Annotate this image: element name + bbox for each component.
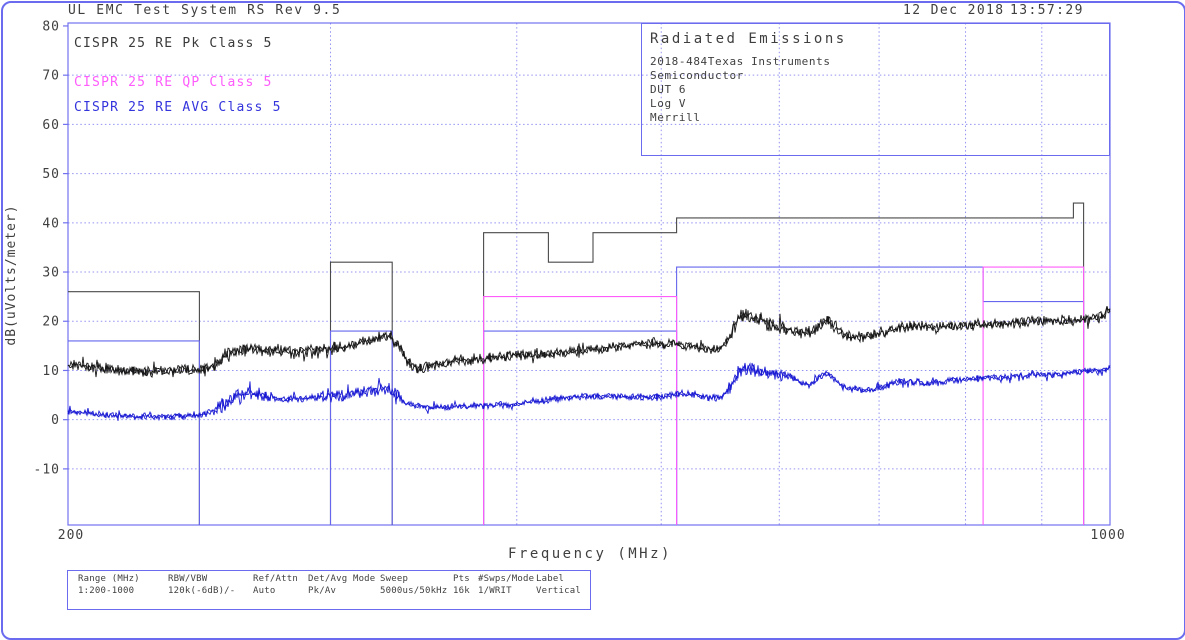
header-date: 12 Dec 2018	[903, 3, 1005, 18]
legend-entry-avg: CISPR 25 RE AVG Class 5	[74, 100, 282, 115]
y-tick-label: 70	[42, 69, 60, 84]
settings-value: Pk/Av	[308, 586, 337, 596]
settings-value: 120k(-6dB)/-	[168, 586, 236, 596]
grid-layer	[68, 23, 1110, 525]
y-tick-label: 30	[42, 266, 60, 281]
limit-qp-segment-1	[982, 266, 1085, 525]
y-tick-label: 50	[42, 167, 60, 182]
limit-pk-segment-2	[483, 202, 1085, 525]
trace-pk-measured	[67, 305, 1111, 377]
limit-lines-layer	[68, 202, 1085, 525]
legend-entry-qp: CISPR 25 RE QP Class 5	[74, 75, 273, 90]
settings-value: 1/WRIT	[478, 586, 512, 596]
y-tick-label: 10	[42, 364, 60, 379]
window-title: UL EMC Test System RS Rev 9.5	[68, 3, 342, 18]
limit-avg-segment-3	[676, 266, 1085, 525]
settings-value: Vertical	[536, 586, 581, 596]
settings-value: 5000us/50kHz	[380, 586, 448, 596]
plot-frame	[67, 22, 1111, 526]
settings-header: RBW/VBW	[168, 574, 208, 584]
settings-col-sweep: Sweep 5000us/50kHz	[380, 574, 447, 596]
settings-header: Det/Avg Mode	[308, 574, 376, 584]
test-info-box: Radiated Emissions 2018-484Texas Instrum…	[641, 23, 1110, 156]
settings-header: Pts	[453, 574, 470, 584]
info-line-3: Log V	[650, 97, 687, 110]
settings-col-rbw-vbw: RBW/VBW 120k(-6dB)/-	[168, 574, 235, 596]
settings-col-label: Label Vertical	[536, 574, 581, 596]
x-tick-label: 200	[58, 528, 84, 543]
settings-header: Sweep	[380, 574, 409, 584]
measured-traces-layer	[67, 305, 1111, 422]
settings-value: Auto	[253, 586, 276, 596]
settings-col-pts: Pts 16k	[453, 574, 470, 596]
y-tick-label: 80	[42, 19, 60, 34]
info-line-0: 2018-484Texas Instruments	[650, 55, 831, 68]
trace-pk-measured	[67, 306, 1111, 379]
limit-avg-segment-0	[68, 340, 200, 525]
legend-entry-pk: CISPR 25 RE Pk Class 5	[74, 36, 273, 51]
settings-header: Ref/Attn	[253, 574, 298, 584]
settings-value: 1:200-1000	[78, 586, 135, 596]
settings-col-range-mhz-: Range (MHz) 1:200-1000	[78, 574, 140, 596]
info-line-1: Semiconductor	[650, 69, 744, 82]
y-tick-label: 20	[42, 315, 60, 330]
settings-col--swps-mode: #Swps/Mode 1/WRIT	[478, 574, 534, 596]
limit-avg-segment-2	[483, 330, 678, 525]
limit-qp-segment-0	[483, 296, 678, 525]
y-tick-label: 40	[42, 216, 60, 231]
x-tick-label: 1000	[1090, 528, 1125, 543]
y-tick-label: 60	[42, 118, 60, 133]
y-axis-label: dB(uVolts/meter)	[4, 204, 19, 345]
y-tick-label: 0	[51, 413, 60, 428]
trace-avg-measured	[67, 362, 1111, 421]
settings-header: #Swps/Mode	[478, 574, 535, 584]
info-title: Radiated Emissions	[650, 31, 847, 47]
settings-header: Range (MHz)	[78, 574, 140, 584]
info-line-2: DUT 6	[650, 83, 687, 96]
settings-col-ref-attn: Ref/Attn Auto	[253, 574, 298, 596]
info-line-4: Merrill	[650, 111, 701, 124]
y-tick-label: -10	[34, 462, 60, 477]
axis-ticks-layer: 80 70 60 50 40 30 20 10 0 -10 200 1000	[34, 19, 1125, 543]
header-time: 13:57:29	[1010, 3, 1084, 18]
settings-header: Label	[536, 574, 565, 584]
settings-value: 16k	[453, 586, 470, 596]
x-axis-label: Frequency (MHz)	[508, 546, 672, 562]
limit-avg-segment-1	[329, 330, 393, 525]
sweep-settings-table: Range (MHz) 1:200-1000 RBW/VBW 120k(-6dB)/-…	[67, 570, 591, 610]
settings-col-det-avg-mode: Det/Avg Mode Pk/Av	[308, 574, 375, 596]
trace-avg-measured	[67, 362, 1111, 422]
